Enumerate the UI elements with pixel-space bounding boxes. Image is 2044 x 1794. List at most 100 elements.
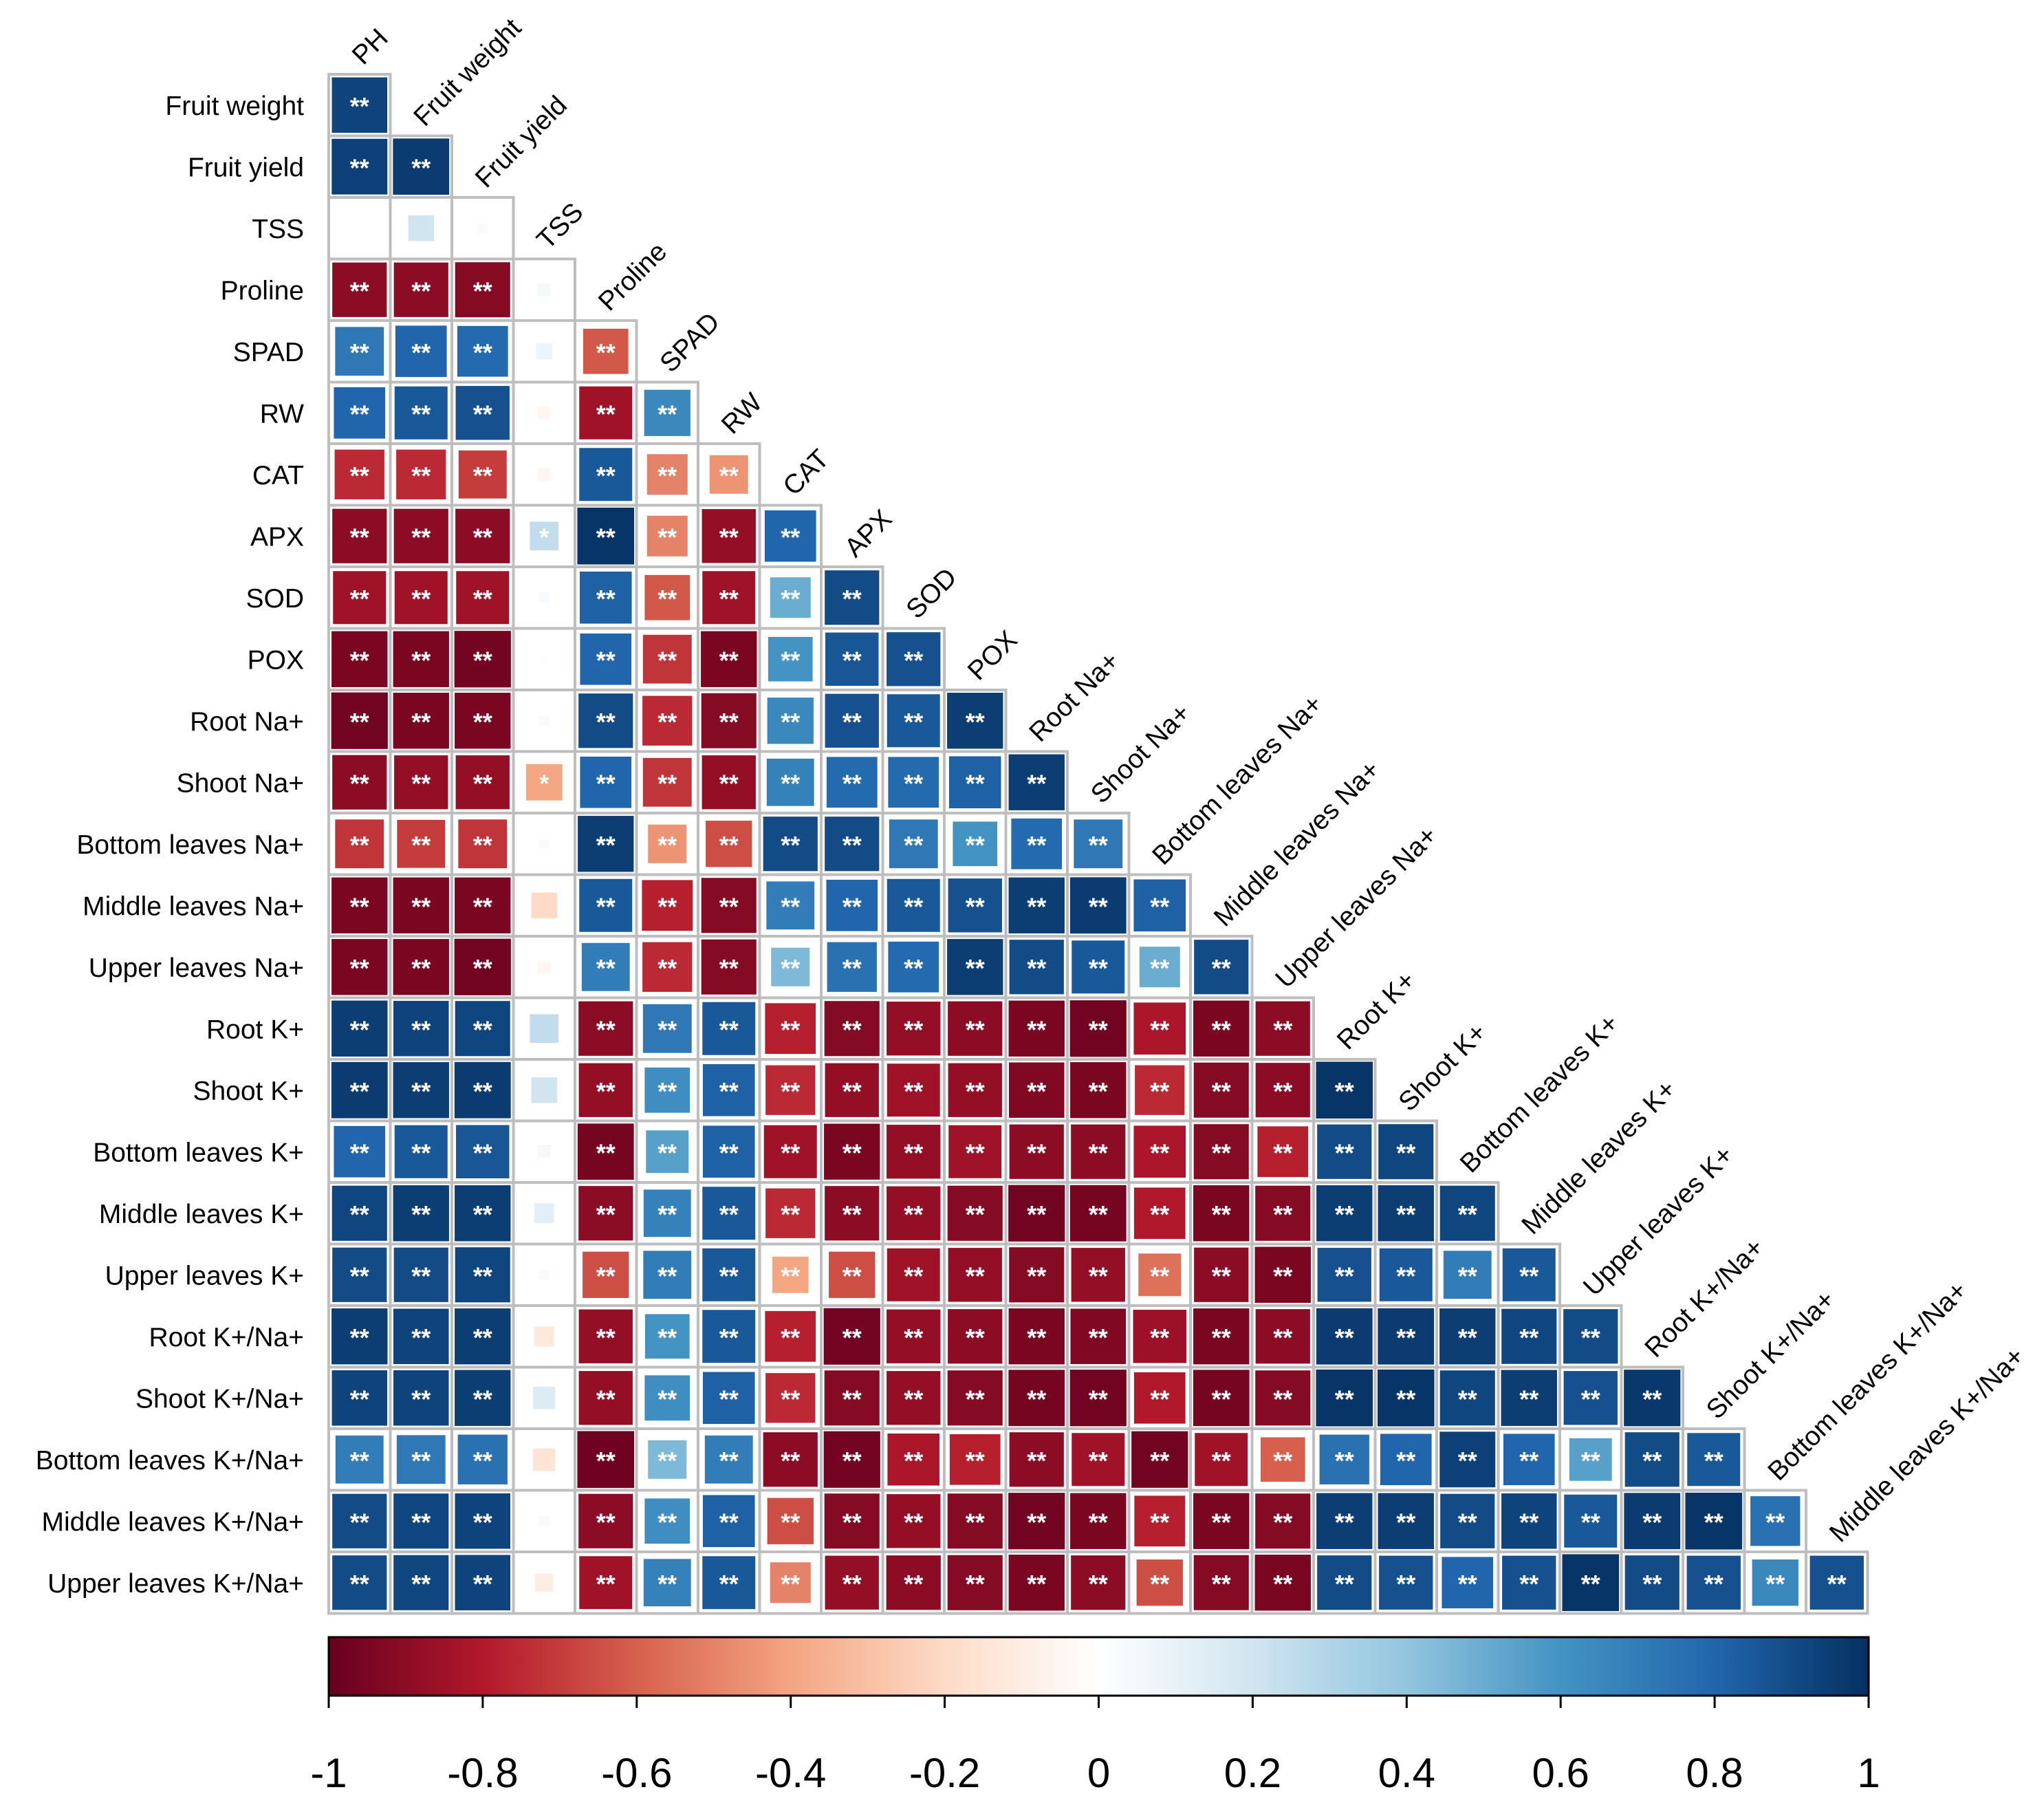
cell-cat-ph-significance: ** <box>350 462 369 490</box>
cell-middle-leaves-naplus-shoot-naplus <box>1069 877 1127 934</box>
cell-bottom-leaves-kplus-naplus-middle-leaves-naplus <box>1195 1433 1248 1487</box>
cell-upper-leaves-kplus-root-naplus-significance: ** <box>1027 1262 1046 1290</box>
cell-upper-leaves-kplus-bottom-leaves-naplus-significance: ** <box>1150 1262 1169 1290</box>
cell-cat-spad <box>646 454 688 495</box>
cell-bottom-leaves-naplus-rw-significance: ** <box>719 831 739 859</box>
cell-bottom-leaves-kplus-naplus-fruit-yield-significance: ** <box>473 1447 492 1475</box>
cell-middle-leaves-kplus-pox-significance: ** <box>966 1200 985 1229</box>
cell-bottom-leaves-naplus-fruit-weight-significance: ** <box>411 831 431 859</box>
cell-middle-leaves-kplus-naplus-root-naplus-significance: ** <box>1027 1508 1046 1536</box>
cell-upper-leaves-kplus-naplus-rw <box>702 1556 756 1610</box>
column-label-bottom-leaves-kplus-naplus: Bottom leaves K+/Na+ <box>1762 1276 1972 1487</box>
cell-middle-leaves-naplus-proline-significance: ** <box>596 892 616 920</box>
cell-bottom-leaves-naplus-rw <box>706 821 752 867</box>
cell-shoot-kplus-naplus-proline-significance: ** <box>596 1385 616 1413</box>
cell-root-naplus-rw-significance: ** <box>719 708 739 736</box>
cell-shoot-kplus-naplus-middle-leaves-kplus-significance: ** <box>1519 1385 1539 1413</box>
row-label-spad: SPAD <box>233 338 304 367</box>
cell-bottom-leaves-naplus-apx <box>825 817 880 872</box>
cell-shoot-kplus-bottom-leaves-naplus <box>1135 1065 1185 1115</box>
cell-root-kplus-naplus-apx <box>823 1308 880 1365</box>
cell-upper-leaves-kplus-sod <box>887 1248 940 1301</box>
cell-shoot-naplus-root-naplus-significance: ** <box>1027 769 1046 797</box>
cell-bottom-leaves-naplus-proline <box>578 816 634 872</box>
cell-upper-leaves-kplus-naplus-bottom-leaves-kplus-naplus-significance: ** <box>1765 1570 1785 1598</box>
cell-upper-leaves-kplus-naplus-middle-leaves-kplus-naplus-significance: ** <box>1827 1570 1847 1598</box>
cell-upper-leaves-kplus-bottom-leaves-kplus-significance: ** <box>1458 1262 1477 1290</box>
cell-upper-leaves-kplus-naplus-bottom-leaves-naplus <box>1136 1559 1183 1606</box>
cell-upper-leaves-naplus-spad <box>642 942 693 992</box>
cell-bottom-leaves-kplus-naplus-proline <box>577 1431 635 1489</box>
cell-tss-fruit-weight <box>408 215 434 241</box>
row-label-middle-leaves-naplus: Middle leaves Na+ <box>83 891 304 921</box>
cell-root-kplus-naplus-sod <box>887 1309 941 1363</box>
cell-pox-apx <box>825 632 879 686</box>
cell-bottom-leaves-kplus-naplus-cat-significance: ** <box>781 1447 800 1475</box>
cell-shoot-kplus-ph <box>331 1061 388 1118</box>
cell-root-kplus-naplus-spad <box>644 1314 690 1359</box>
cell-bottom-leaves-kplus-naplus-bottom-leaves-kplus <box>1439 1431 1496 1488</box>
cell-bottom-leaves-kplus-fruit-weight <box>394 1125 448 1178</box>
cell-middle-leaves-kplus-naplus-middle-leaves-kplus <box>1501 1493 1557 1549</box>
cell-shoot-kplus-fruit-weight <box>393 1062 449 1118</box>
cell-shoot-kplus-naplus-sod-significance: ** <box>904 1385 923 1413</box>
cell-upper-leaves-kplus-pox <box>948 1248 1002 1302</box>
cell-root-kplus-naplus-upper-leaves-kplus-significance: ** <box>1581 1323 1600 1352</box>
cell-middle-leaves-kplus-naplus-bottom-leaves-kplus-naplus <box>1750 1496 1801 1546</box>
cell-middle-leaves-naplus-rw-significance: ** <box>719 892 739 920</box>
cell-middle-leaves-kplus-sod <box>887 1186 941 1240</box>
cell-upper-leaves-kplus-fruit-weight <box>393 1247 448 1302</box>
cell-shoot-naplus-ph-significance: ** <box>350 769 369 797</box>
cell-sod-tss <box>539 592 550 603</box>
cell-root-kplus-naplus-upper-leaves-naplus <box>1255 1309 1310 1364</box>
cell-middle-leaves-kplus-sod-significance: ** <box>904 1200 923 1229</box>
cell-shoot-kplus-naplus-apx-significance: ** <box>842 1385 862 1413</box>
cell-upper-leaves-kplus-proline <box>583 1251 629 1298</box>
cell-shoot-kplus-naplus-pox <box>947 1370 1003 1426</box>
cell-middle-leaves-kplus-naplus-proline-significance: ** <box>596 1508 616 1536</box>
cell-pox-fruit-weight-significance: ** <box>411 646 431 674</box>
cell-middle-leaves-kplus-middle-leaves-naplus-significance: ** <box>1212 1200 1231 1229</box>
cell-root-kplus-naplus-cat <box>765 1310 816 1362</box>
cell-upper-leaves-kplus-naplus-middle-leaves-naplus-significance: ** <box>1212 1570 1231 1598</box>
cell-shoot-naplus-fruit-weight-significance: ** <box>411 769 431 797</box>
cell-upper-leaves-kplus-naplus-root-kplus <box>1317 1555 1372 1610</box>
cell-upper-leaves-kplus-naplus-upper-leaves-naplus-significance: ** <box>1273 1570 1292 1598</box>
cell-upper-leaves-kplus-naplus-spad <box>643 1559 691 1607</box>
column-label-root-naplus: Root Na+ <box>1023 646 1125 748</box>
cell-middle-leaves-kplus-naplus-middle-leaves-naplus-significance: ** <box>1212 1508 1231 1536</box>
cell-bottom-leaves-kplus-naplus-upper-leaves-kplus <box>1569 1438 1612 1481</box>
cell-upper-leaves-kplus-naplus-root-kplus-naplus <box>1624 1555 1679 1610</box>
cell-middle-leaves-kplus-naplus-root-kplus <box>1316 1493 1373 1549</box>
cell-bottom-leaves-kplus-ph-significance: ** <box>350 1138 369 1167</box>
cell-shoot-kplus-middle-leaves-naplus-significance: ** <box>1212 1077 1231 1105</box>
cell-root-naplus-spad <box>642 695 693 746</box>
cell-bottom-leaves-kplus-naplus-ph <box>335 1435 384 1484</box>
cell-sod-fruit-yield <box>456 571 510 625</box>
cell-upper-leaves-kplus-upper-leaves-naplus <box>1254 1246 1311 1303</box>
cell-middle-leaves-naplus-root-naplus <box>1008 877 1065 933</box>
cell-upper-leaves-naplus-ph-significance: ** <box>350 954 369 982</box>
cell-root-kplus-spad-significance: ** <box>657 1015 677 1044</box>
cell-upper-leaves-naplus-bottom-leaves-naplus-significance: ** <box>1150 954 1169 982</box>
cell-middle-leaves-kplus-bottom-leaves-kplus-significance: ** <box>1458 1200 1477 1229</box>
cell-bottom-leaves-kplus-spad-significance: ** <box>657 1138 677 1167</box>
colorbar-tick-label: -0.4 <box>755 1750 826 1794</box>
cell-upper-leaves-naplus-root-naplus <box>1009 940 1064 995</box>
cell-upper-leaves-naplus-fruit-yield <box>454 938 511 995</box>
cell-middle-leaves-kplus-apx-significance: ** <box>842 1200 862 1229</box>
cell-rw-tss <box>537 406 551 420</box>
cell-spad-proline <box>583 328 629 374</box>
cell-bottom-leaves-naplus-pox-significance: ** <box>966 831 985 859</box>
column-label-cat: CAT <box>777 444 835 501</box>
cell-root-kplus-middle-leaves-naplus-significance: ** <box>1212 1015 1231 1044</box>
cell-middle-leaves-kplus-naplus-middle-leaves-kplus-significance: ** <box>1519 1508 1539 1536</box>
cell-root-kplus-naplus-root-kplus <box>1316 1308 1373 1365</box>
cell-shoot-kplus-pox-significance: ** <box>966 1077 985 1105</box>
cell-bottom-leaves-kplus-naplus-cat <box>763 1432 818 1487</box>
cell-bottom-leaves-kplus-naplus-spad <box>648 1440 687 1479</box>
cell-bottom-leaves-kplus-naplus-root-naplus-significance: ** <box>1027 1447 1046 1475</box>
cell-upper-leaves-naplus-cat <box>771 947 810 986</box>
cell-pox-fruit-yield <box>454 631 511 688</box>
cell-bottom-leaves-kplus-naplus-middle-leaves-kplus-significance: ** <box>1519 1447 1539 1475</box>
